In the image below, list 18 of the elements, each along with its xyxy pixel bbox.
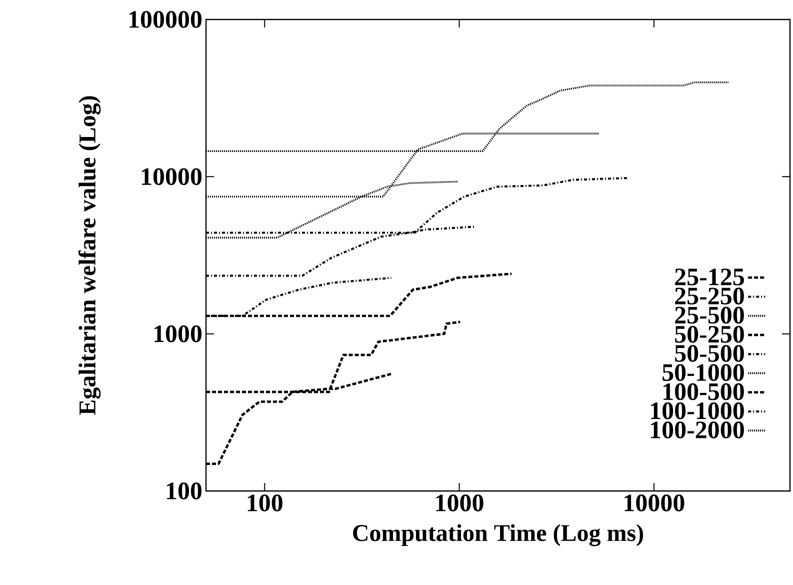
legend-label: 25-125 [675, 268, 744, 286]
x-axis-title: Computation Time (Log ms) [353, 524, 644, 546]
legend-label: 100-2000 [651, 422, 744, 438]
x-tick-label: 100 [248, 494, 282, 512]
y-tick-label: 10000 [142, 168, 202, 186]
y-tick-label: 1000 [154, 325, 202, 342]
y-tick-label: 100000 [129, 11, 202, 28]
legend-label: 50-500 [675, 345, 744, 362]
x-tick-label: 10000 [624, 494, 684, 512]
x-tick-label: 1000 [436, 494, 484, 512]
legend-label: 50-1000 [662, 364, 744, 382]
y-tick-label: 100 [166, 482, 202, 500]
legend-label: 100-1000 [651, 402, 744, 420]
legend-label: 25-500 [675, 306, 744, 324]
y-axis-title: Egalitarian welfare value (Log) [78, 96, 101, 415]
legend-label: 25-250 [675, 288, 744, 304]
legend-label: 100-500 [664, 383, 744, 400]
legend-label: 50-250 [675, 326, 744, 343]
